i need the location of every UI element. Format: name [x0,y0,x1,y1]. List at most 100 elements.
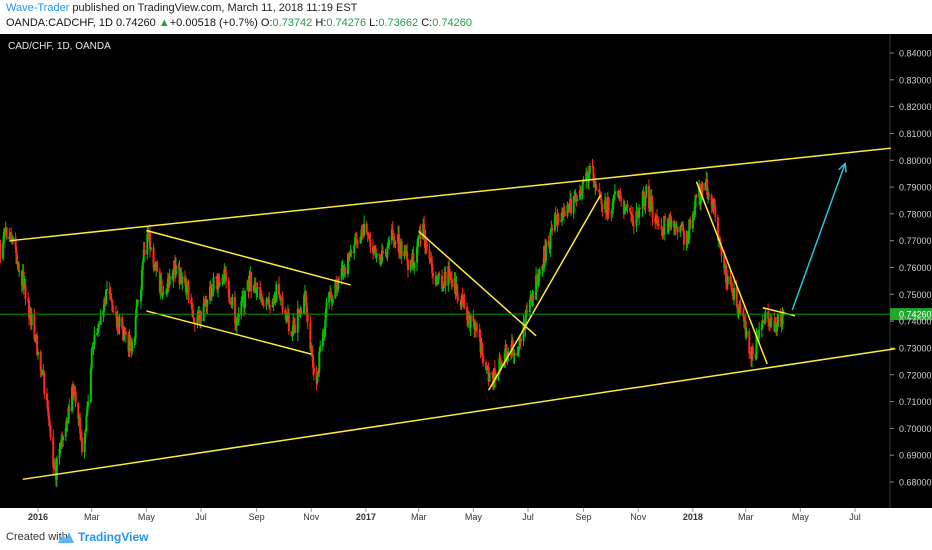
down-candle [597,189,600,192]
high-value: 0.74276 [326,17,367,29]
up-candle [381,250,383,263]
last-price: 0.74260 [116,17,156,29]
up-candle [89,368,92,403]
time-tick-label: Mar [84,512,100,522]
down-candle [484,362,487,370]
up-candle [588,166,591,174]
up-candle [776,326,779,332]
price-chart[interactable]: 0.74260 0.68000 0.69000 0.70000 0.71000 0.72… [0,34,932,524]
up-candle [580,193,583,195]
down-candle [554,214,557,219]
price-tick-label: 0.72000 [899,370,932,380]
up-candle [387,245,390,248]
down-candle [563,211,566,216]
down-candle [192,317,195,322]
trendline [695,181,768,365]
down-candle [425,243,428,250]
up-candle [140,290,143,302]
up-candle [83,437,86,453]
up-candle [2,242,5,259]
down-candle [392,233,395,241]
up-candle [97,323,100,329]
down-candle [14,237,17,250]
price-tick-label: 0.68000 [899,478,932,488]
up-candle [353,245,356,254]
down-candle [481,343,484,357]
up-candle [416,238,419,248]
up-candle [585,172,588,182]
tradingview-brand[interactable]: TradingView [78,530,149,544]
down-candle [651,200,654,219]
down-candle [305,303,308,315]
down-candle [356,242,359,244]
up-candle [572,196,575,214]
down-candle [284,310,287,314]
up-candle [503,353,506,367]
down-candle [137,300,140,302]
up-candle [131,341,134,352]
down-candle [574,194,577,200]
up-candle [59,444,62,450]
trendline [418,230,537,337]
down-candle [108,289,111,294]
down-candle [686,232,689,244]
down-candle [673,220,676,228]
down-candle [699,185,702,203]
down-candle [68,407,71,412]
time-axis[interactable]: 2016 Mar May Jul Sep Nov 2017 Mar May Jul Sep Nov 20… [28,508,861,522]
up-candle [442,284,445,288]
created-with-label: Created with [6,531,68,543]
down-candle [373,246,376,249]
up-candle [328,292,331,303]
up-candle [435,281,438,285]
price-change: +0.00518 (+0.7%) [169,17,258,29]
down-candle [262,305,265,307]
projection-arrow-head-icon [838,161,847,173]
down-candle [639,207,641,209]
down-candle [277,284,280,295]
down-candle [46,400,49,412]
price-axis[interactable]: 0.68000 0.69000 0.70000 0.71000 0.72000 0.730… [890,49,932,488]
down-candle [224,269,227,274]
up-candle [346,253,349,274]
down-candle [431,263,434,274]
current-price-label: 0.74260 [899,310,932,320]
down-candle [710,195,713,206]
up-candle [67,407,70,424]
down-candle [309,322,312,349]
down-candle [501,362,504,367]
up-candle [62,436,65,441]
up-candle [375,253,378,258]
down-candle [598,191,601,195]
down-candle [49,425,52,438]
down-candle [472,315,475,322]
up-candle [8,236,11,239]
author-link[interactable]: Wave-Trader [6,2,70,14]
down-candle [121,317,124,329]
up-candle [165,291,168,293]
up-candle [704,182,707,191]
down-candle [547,241,550,247]
time-tick-label: May [138,512,156,522]
up-candle [319,346,322,352]
up-candle [241,296,244,302]
down-candle [367,234,370,238]
up-candle [118,317,121,327]
time-tick-label: May [465,512,483,522]
down-candle [647,185,650,209]
publish-info: Wave-Trader published on TradingView.com… [6,2,357,14]
up-candle [417,237,420,239]
up-candle [403,251,406,257]
up-candle [240,301,243,314]
down-candle [767,311,770,319]
up-candle [561,212,564,221]
up-candle [388,240,391,246]
up-candle [553,214,556,231]
up-candle [544,241,547,262]
up-candle [92,344,95,347]
down-candle [378,253,381,256]
up-candle [41,373,44,375]
down-candle [695,194,698,198]
down-candle [462,301,465,303]
down-candle [779,313,782,322]
